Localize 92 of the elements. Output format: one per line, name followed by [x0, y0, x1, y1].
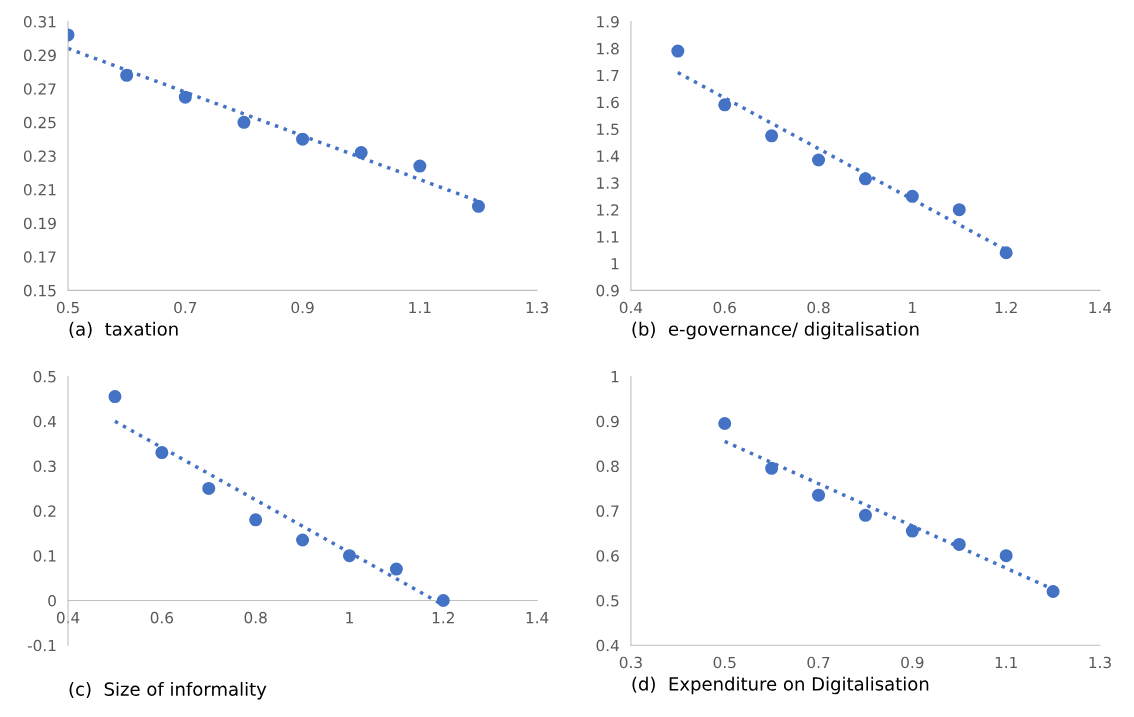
y-tick-label: 0.5 — [33, 370, 56, 383]
x-tick-label: 1 — [909, 301, 916, 314]
point — [237, 115, 251, 129]
y-tick-label: 0.25 — [23, 116, 56, 129]
x-tick-label: 0.5 — [56, 301, 79, 314]
x-tick-label: 1.3 — [1089, 656, 1111, 669]
point — [178, 90, 192, 104]
y-tick-label: 1.3 — [597, 177, 619, 189]
x-tick-label: 1.1 — [409, 301, 431, 314]
y-tick-label: 0 — [48, 594, 56, 607]
x-tick-label: 0.7 — [807, 656, 830, 669]
point — [413, 159, 427, 173]
x-tick-label: 1.1 — [995, 656, 1017, 669]
y-tick-label: 0.19 — [23, 217, 56, 230]
y-tick-label: 1.5 — [597, 123, 619, 136]
y-tick-label: 1.9 — [597, 15, 619, 28]
point — [354, 146, 368, 160]
x-tick-label: 0.3 — [619, 656, 642, 669]
y-tick-label: 0.7 — [596, 505, 619, 517]
point — [389, 562, 403, 576]
x-axis-title: (b) e-governance/ digitalisation — [632, 321, 919, 340]
y-tick-label: 0.1 — [33, 550, 56, 562]
x-tick-label: 0.5 — [713, 656, 736, 669]
y-tick-label: 0.8 — [596, 460, 619, 473]
point — [812, 488, 826, 502]
x-axis-title: (d) Expenditure on Digitalisation — [632, 676, 929, 695]
y-tick-label: 1.2 — [597, 204, 619, 216]
x-axis-title: (c) Size of informality — [69, 681, 267, 700]
y-tick-label: 0.9 — [596, 284, 619, 297]
point — [858, 508, 872, 522]
y-tick-label: 0.9 — [596, 415, 619, 428]
point — [436, 593, 450, 607]
y-tick-label: 0.6 — [596, 550, 619, 562]
x-tick-label: 0.9 — [901, 656, 924, 669]
point — [296, 533, 310, 547]
x-tick-label: 0.9 — [291, 301, 314, 314]
x-tick-label: 1.2 — [432, 611, 454, 624]
x-tick-label: 0.7 — [174, 301, 197, 314]
point — [296, 132, 310, 146]
y-tick-label: 0.27 — [23, 83, 56, 95]
y-tick-label: -0.1 — [27, 639, 56, 652]
y-tick-label: 1.6 — [597, 96, 619, 109]
x-tick-label: 1.4 — [1089, 301, 1112, 314]
x-axis-title: (a) taxation — [69, 321, 178, 338]
y-tick-label: 0.23 — [23, 150, 56, 162]
point — [812, 153, 826, 167]
y-tick-label: 1 — [611, 258, 619, 270]
x-tick-label: 1.3 — [526, 301, 549, 314]
x-tick-label: 0.8 — [244, 611, 267, 624]
y-tick-label: 0.2 — [33, 505, 56, 517]
point — [718, 416, 732, 430]
y-tick-label: 0.31 — [23, 15, 56, 28]
point — [905, 524, 919, 538]
y-tick-label: 1.8 — [597, 42, 619, 55]
y-tick-label: 0.3 — [33, 460, 56, 473]
x-tick-label: 1.2 — [995, 301, 1017, 314]
point — [120, 68, 134, 82]
y-tick-label: 1 — [611, 371, 619, 383]
point — [1046, 585, 1060, 599]
y-tick-label: 0.5 — [596, 594, 619, 607]
x-tick-label: 0.4 — [619, 301, 643, 314]
x-tick-label: 1.4 — [526, 612, 549, 624]
point — [952, 203, 966, 217]
x-tick-label: 0.4 — [56, 611, 80, 624]
x-tick-label: 0.6 — [150, 611, 174, 624]
x-tick-label: 0.6 — [713, 301, 736, 314]
y-tick-label: 1.7 — [597, 69, 619, 82]
point — [952, 537, 966, 551]
point — [155, 446, 169, 460]
y-tick-label: 0.4 — [33, 415, 57, 428]
point — [858, 172, 872, 186]
y-tick-label: 1.1 — [597, 231, 619, 243]
point — [765, 461, 779, 475]
point — [999, 549, 1013, 563]
point — [765, 129, 779, 143]
point — [342, 549, 356, 563]
y-tick-label: 0.29 — [23, 49, 56, 62]
point — [202, 481, 216, 495]
x-tick-label: 1 — [346, 612, 353, 624]
point — [471, 199, 485, 213]
point — [999, 246, 1013, 260]
point — [718, 98, 732, 112]
point — [108, 390, 122, 404]
x-tick-label: 0.8 — [807, 301, 830, 314]
y-tick-label: 0.21 — [23, 184, 56, 196]
y-tick-label: 1.4 — [597, 150, 619, 162]
y-tick-label: 0.4 — [596, 639, 619, 652]
point — [905, 189, 919, 203]
y-tick-label: 0.17 — [23, 251, 56, 263]
point — [671, 44, 685, 58]
y-tick-label: 0.15 — [23, 284, 56, 297]
point — [249, 513, 263, 527]
